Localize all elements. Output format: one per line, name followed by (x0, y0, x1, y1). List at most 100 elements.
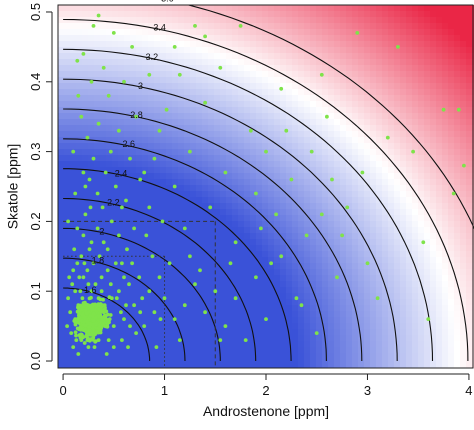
heatmap-cell (160, 275, 167, 282)
heatmap-cell (436, 329, 443, 336)
heatmap-cell (238, 365, 245, 368)
heatmap-cell (148, 137, 155, 144)
heatmap-cell (352, 5, 359, 12)
heatmap-cell (124, 47, 131, 54)
heatmap-cell (196, 29, 203, 36)
heatmap-cell (358, 179, 365, 186)
heatmap-cell (292, 125, 299, 132)
heatmap-cell (196, 143, 203, 150)
heatmap-cell (442, 251, 449, 258)
heatmap-cell (364, 53, 371, 60)
heatmap-cell (70, 221, 77, 228)
heatmap-cell (382, 83, 389, 90)
heatmap-cell (262, 209, 269, 216)
heatmap-cell (274, 185, 281, 192)
heatmap-cell (352, 281, 359, 288)
heatmap-cell (328, 125, 335, 132)
heatmap-cell (166, 269, 173, 276)
heatmap-cell (202, 257, 209, 264)
heatmap-cell (436, 173, 443, 180)
heatmap-cell (70, 11, 77, 18)
heatmap-cell (412, 347, 419, 354)
heatmap-cell (412, 353, 419, 360)
heatmap-cell (298, 227, 305, 234)
heatmap-cell (376, 299, 383, 306)
heatmap-cell (142, 263, 149, 270)
heatmap-cell (184, 143, 191, 150)
heatmap-cell (382, 59, 389, 66)
heatmap-cell (88, 221, 95, 228)
heatmap-cell (262, 305, 269, 312)
heatmap-cell (316, 347, 323, 354)
heatmap-cell (430, 359, 437, 366)
heatmap-cell (376, 365, 383, 368)
scatter-point (95, 226, 100, 231)
heatmap-cell (172, 155, 179, 162)
heatmap-cell (388, 59, 395, 66)
scatter-point (426, 317, 431, 321)
heatmap-cell (148, 149, 155, 156)
heatmap-cell (310, 191, 317, 198)
heatmap-cell (418, 119, 425, 126)
heatmap-cell (196, 137, 203, 144)
heatmap-cell (436, 17, 443, 24)
scatter-point (85, 336, 90, 340)
heatmap-cell (424, 197, 431, 204)
heatmap-cell (436, 119, 443, 126)
heatmap-cell (352, 149, 359, 156)
heatmap-cell (424, 245, 431, 252)
heatmap-cell (298, 71, 305, 78)
heatmap-cell (334, 245, 341, 252)
heatmap-cell (460, 155, 467, 162)
heatmap-cell (148, 215, 155, 222)
heatmap-cell (226, 215, 233, 222)
heatmap-cell (214, 143, 221, 150)
heatmap-cell (202, 341, 209, 348)
heatmap-cell (322, 191, 329, 198)
heatmap-cell (106, 155, 113, 162)
heatmap-cell (244, 365, 251, 368)
heatmap-cell (244, 281, 251, 288)
heatmap-cell (244, 293, 251, 300)
heatmap-cell (442, 29, 449, 36)
heatmap-cell (154, 263, 161, 270)
heatmap-cell (280, 173, 287, 180)
heatmap-cell (388, 167, 395, 174)
heatmap-cell (376, 317, 383, 324)
heatmap-cell (388, 275, 395, 282)
heatmap-cell (160, 239, 167, 246)
heatmap-cell (214, 239, 221, 246)
heatmap-cell (148, 197, 155, 204)
heatmap-cell (442, 113, 449, 120)
scatter-point (223, 170, 228, 175)
heatmap-cell (394, 35, 401, 42)
heatmap-cell (316, 221, 323, 228)
heatmap-cell (310, 77, 317, 84)
heatmap-cell (454, 341, 461, 348)
heatmap-cell (346, 221, 353, 228)
scatter-point (71, 149, 76, 154)
heatmap-cell (370, 197, 377, 204)
heatmap-cell (196, 95, 203, 102)
heatmap-cell (310, 161, 317, 168)
heatmap-cell (238, 359, 245, 366)
heatmap-cell (430, 161, 437, 168)
heatmap-cell (166, 53, 173, 60)
heatmap-cell (430, 113, 437, 120)
heatmap-cell (196, 233, 203, 240)
heatmap-cell (202, 233, 209, 240)
heatmap-cell (442, 5, 449, 12)
heatmap-cell (112, 59, 119, 66)
heatmap-cell (280, 191, 287, 198)
heatmap-cell (106, 257, 113, 264)
heatmap-cell (430, 305, 437, 312)
heatmap-cell (346, 269, 353, 276)
heatmap-cell (304, 245, 311, 252)
heatmap-cell (310, 95, 317, 102)
heatmap-cell (280, 299, 287, 306)
heatmap-cell (388, 239, 395, 246)
heatmap-cell (466, 353, 473, 360)
heatmap-cell (130, 245, 137, 252)
heatmap-cell (124, 359, 131, 366)
heatmap-cell (148, 311, 155, 318)
